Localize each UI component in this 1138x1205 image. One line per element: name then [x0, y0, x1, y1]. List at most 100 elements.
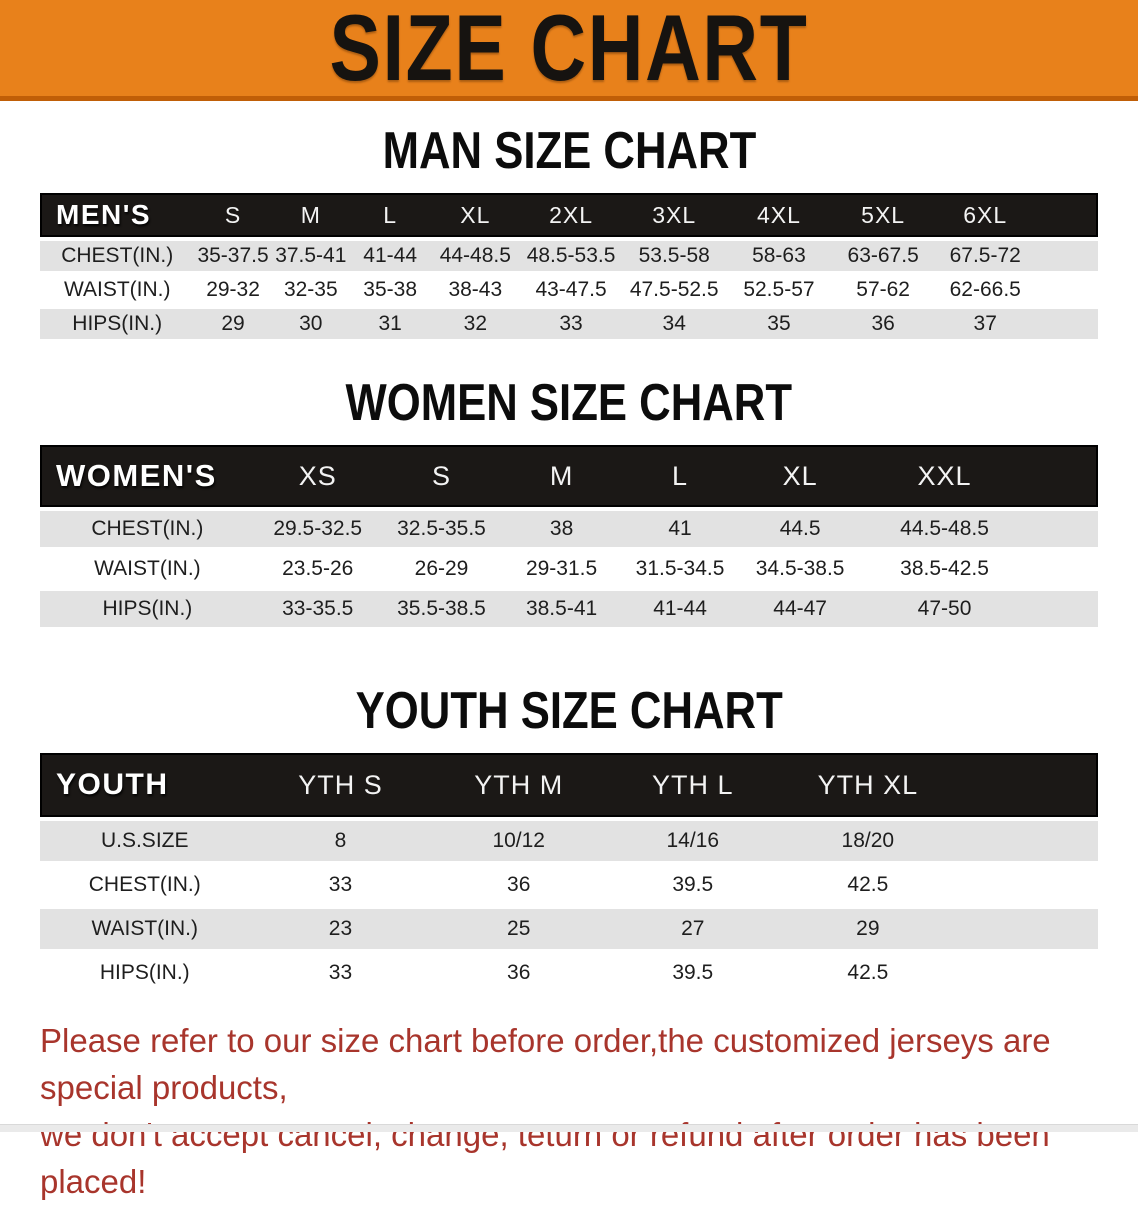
size-value-cell: 38-43	[430, 275, 521, 305]
size-column-header: S	[380, 445, 503, 507]
size-value-cell: 27	[606, 909, 780, 949]
size-value-cell: 42.5	[779, 953, 957, 993]
size-value-cell: 43-47.5	[520, 275, 622, 305]
size-value-cell: 30	[271, 309, 350, 339]
header-spacer	[1028, 445, 1098, 507]
size-value-cell: 48.5-53.5	[520, 241, 622, 271]
row-spacer	[1028, 511, 1098, 547]
size-value-cell: 37	[934, 309, 1036, 339]
size-column-header: M	[271, 193, 350, 237]
table-group-label: MEN'S	[40, 193, 195, 237]
measurement-label: CHEST(IN.)	[40, 241, 195, 271]
size-value-cell: 58-63	[726, 241, 832, 271]
size-value-cell: 29-31.5	[502, 551, 621, 587]
size-column-header: XS	[254, 445, 381, 507]
size-value-cell: 39.5	[606, 953, 780, 993]
size-value-cell: 62-66.5	[934, 275, 1036, 305]
table-group-label: YOUTH	[40, 753, 250, 817]
measurement-label: CHEST(IN.)	[40, 511, 255, 547]
size-value-cell: 36	[831, 309, 935, 339]
size-value-cell: 57-62	[831, 275, 935, 305]
size-column-header: YTH S	[249, 753, 432, 817]
size-value-cell: 39.5	[606, 865, 780, 905]
size-value-cell: 38.5-41	[502, 591, 621, 627]
section-title: WOMEN SIZE CHART	[345, 374, 793, 432]
section-title-wrap: MAN SIZE CHART	[0, 125, 1138, 177]
table-header-row: WOMEN'S XS S M L XL XXL	[40, 445, 1098, 507]
size-value-cell: 29.5-32.5	[254, 511, 381, 547]
size-value-cell: 35-37.5	[194, 241, 272, 271]
size-value-cell: 35	[726, 309, 832, 339]
table-group-label: WOMEN'S	[40, 445, 255, 507]
size-value-cell: 10/12	[431, 821, 606, 861]
measurement-row: CHEST(IN.) 29.5-32.5 32.5-35.5 38 41 44.5 44.5…	[40, 511, 1098, 547]
size-column-header: YTH L	[606, 753, 780, 817]
row-spacer	[956, 953, 1098, 993]
size-value-cell: 31	[349, 309, 431, 339]
section-title-wrap: YOUTH SIZE CHART	[0, 685, 1138, 737]
measurement-label: HIPS(IN.)	[40, 591, 255, 627]
size-value-cell: 26-29	[380, 551, 503, 587]
size-value-cell: 52.5-57	[726, 275, 832, 305]
size-value-cell: 36	[431, 865, 606, 905]
row-spacer	[1028, 591, 1098, 627]
row-spacer	[1035, 309, 1098, 339]
size-value-cell: 31.5-34.5	[620, 551, 740, 587]
header-spacer	[1035, 193, 1098, 237]
size-value-cell: 23	[249, 909, 432, 949]
size-value-cell: 34.5-38.5	[739, 551, 861, 587]
size-value-cell: 32	[430, 309, 521, 339]
size-table: YOUTH YTH S YTH M YTH L YTH XL U.S.SIZE 8 10/1…	[40, 749, 1098, 997]
size-value-cell: 35-38	[349, 275, 431, 305]
row-spacer	[956, 865, 1098, 905]
bottom-strip	[0, 1124, 1138, 1132]
banner-title: SIZE CHART	[329, 0, 809, 100]
measurement-row: U.S.SIZE 8 10/12 14/16 18/20	[40, 821, 1098, 861]
table-header-row: MEN'S S M L XL 2XL 3XL 4XL 5XL 6XL	[40, 193, 1098, 237]
measurement-row: WAIST(IN.) 23.5-26 26-29 29-31.5 31.5-34.5 34…	[40, 551, 1098, 587]
size-value-cell: 44.5-48.5	[860, 511, 1029, 547]
size-value-cell: 67.5-72	[934, 241, 1036, 271]
row-spacer	[1035, 241, 1098, 271]
measurement-label: WAIST(IN.)	[40, 551, 255, 587]
size-value-cell: 47-50	[860, 591, 1029, 627]
size-value-cell: 42.5	[779, 865, 957, 905]
size-column-header: YTH XL	[779, 753, 957, 817]
section-title: YOUTH SIZE CHART	[355, 682, 783, 740]
row-spacer	[956, 909, 1098, 949]
measurement-row: HIPS(IN.) 33-35.5 35.5-38.5 38.5-41 41-44 44-…	[40, 591, 1098, 627]
size-column-header: L	[349, 193, 431, 237]
size-table: MEN'S S M L XL 2XL 3XL 4XL 5XL 6XL CHEST(IN.) 35-3…	[40, 189, 1098, 343]
measurement-label: U.S.SIZE	[40, 821, 250, 861]
footer-line-1: Please refer to our size chart before or…	[40, 1022, 1051, 1106]
size-value-cell: 23.5-26	[254, 551, 381, 587]
size-value-cell: 47.5-52.5	[621, 275, 727, 305]
size-column-header: XXL	[860, 445, 1029, 507]
size-value-cell: 35.5-38.5	[380, 591, 503, 627]
size-column-header: XL	[739, 445, 861, 507]
measurement-label: CHEST(IN.)	[40, 865, 250, 905]
row-spacer	[956, 821, 1098, 861]
sections: MAN SIZE CHART MEN'S S M L XL 2XL 3XL 4XL 5XL 6XL…	[0, 125, 1138, 997]
size-value-cell: 44-47	[739, 591, 861, 627]
size-value-cell: 8	[249, 821, 432, 861]
size-value-cell: 33-35.5	[254, 591, 381, 627]
size-table: WOMEN'S XS S M L XL XXL CHEST(IN.) 29.5-32.5 32.…	[40, 441, 1098, 631]
size-value-cell: 25	[431, 909, 606, 949]
row-spacer	[1035, 275, 1098, 305]
size-value-cell: 41-44	[349, 241, 431, 271]
measurement-row: CHEST(IN.) 33 36 39.5 42.5	[40, 865, 1098, 905]
size-value-cell: 38	[502, 511, 621, 547]
size-value-cell: 53.5-58	[621, 241, 727, 271]
table-header-row: YOUTH YTH S YTH M YTH L YTH XL	[40, 753, 1098, 817]
size-value-cell: 44.5	[739, 511, 861, 547]
size-value-cell: 34	[621, 309, 727, 339]
size-chart-banner: SIZE CHART	[0, 0, 1138, 101]
size-value-cell: 33	[249, 865, 432, 905]
measurement-row: HIPS(IN.) 33 36 39.5 42.5	[40, 953, 1098, 993]
measurement-row: WAIST(IN.) 23 25 27 29	[40, 909, 1098, 949]
section-title: MAN SIZE CHART	[382, 122, 756, 180]
measurement-row: HIPS(IN.) 29 30 31 32 33 34 35 36 37	[40, 309, 1098, 339]
size-value-cell: 44-48.5	[430, 241, 521, 271]
size-column-header: 2XL	[520, 193, 622, 237]
